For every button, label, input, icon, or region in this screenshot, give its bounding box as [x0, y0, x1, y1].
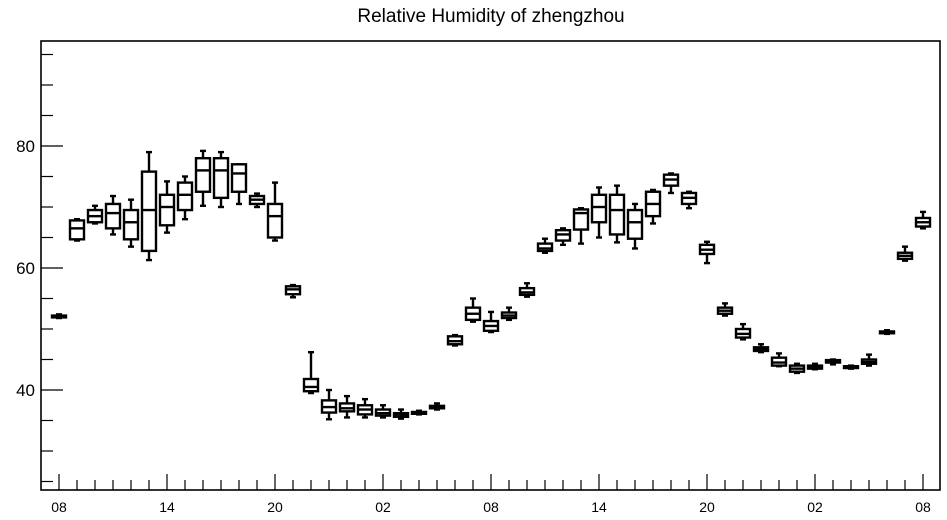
chart-title: Relative Humidity of zhengzhou	[357, 6, 624, 27]
box-item	[770, 352, 788, 368]
box-item	[176, 175, 194, 221]
x-tick-label: 08	[915, 499, 931, 515]
box-item	[716, 302, 734, 317]
x-tick-label: 14	[591, 499, 607, 515]
x-axis: 08 14 20 02 08 14 20 02 08	[51, 474, 931, 515]
box-body	[230, 163, 248, 193]
box-item	[158, 180, 176, 234]
box-item	[122, 198, 140, 248]
box-body	[158, 193, 176, 227]
box-body	[68, 219, 86, 241]
box-item	[788, 362, 806, 375]
x-tick-label: 02	[807, 499, 823, 515]
box-item	[806, 362, 824, 371]
box-body	[608, 193, 626, 236]
box-item	[842, 364, 860, 370]
box-item	[194, 149, 212, 207]
box-item	[68, 217, 86, 242]
box-item	[860, 353, 878, 367]
y-tick-label: 40	[16, 381, 35, 400]
box-item	[320, 388, 338, 421]
box-item	[464, 297, 482, 323]
box-item	[50, 313, 68, 320]
box-item	[752, 343, 770, 354]
box-item	[824, 358, 842, 366]
x-tick-label: 02	[375, 499, 391, 515]
box-body	[176, 181, 194, 212]
box-body	[194, 156, 212, 193]
plot-frame	[40, 40, 941, 491]
box-item	[104, 194, 122, 236]
box-item	[230, 163, 248, 206]
box-item	[698, 240, 716, 265]
box-item	[914, 210, 932, 230]
box-item	[428, 402, 446, 411]
box-item	[392, 408, 410, 420]
box-body	[590, 193, 608, 224]
box-item	[734, 322, 752, 341]
box-item	[302, 350, 320, 395]
box-item	[140, 150, 158, 262]
box-item	[500, 306, 518, 322]
box-item	[608, 184, 626, 244]
box-item	[536, 237, 554, 254]
box-item	[248, 192, 266, 209]
x-tick-label: 08	[51, 499, 67, 515]
box-body	[122, 208, 140, 241]
y-tick-label: 60	[16, 259, 35, 278]
box-body	[302, 377, 320, 393]
box-item	[518, 282, 536, 298]
x-tick-label: 14	[159, 499, 175, 515]
box-body	[572, 208, 590, 231]
box-item	[590, 186, 608, 239]
box-item	[482, 310, 500, 334]
x-tick-label: 20	[699, 499, 715, 515]
box-item	[374, 404, 392, 419]
box-item	[86, 204, 104, 225]
box-item	[896, 245, 914, 262]
box-item	[554, 227, 572, 247]
box-body	[626, 208, 644, 240]
box-item	[284, 283, 302, 299]
box-item	[644, 188, 662, 225]
box-item	[410, 409, 428, 416]
box-body	[266, 202, 284, 239]
x-tick-label: 20	[267, 499, 283, 515]
box-item	[572, 207, 590, 245]
box-item	[212, 150, 230, 209]
box-body	[536, 242, 554, 253]
box-item	[662, 172, 680, 195]
y-tick-label: 80	[16, 137, 35, 156]
box-item	[338, 394, 356, 419]
box-body	[140, 170, 158, 253]
box-body	[104, 202, 122, 230]
x-tick-label: 08	[483, 499, 499, 515]
box-item	[266, 181, 284, 242]
box-item	[680, 190, 698, 210]
box-item	[878, 329, 896, 336]
box-item	[446, 333, 464, 347]
y-axis: 40 60 80	[16, 53, 63, 483]
box-body	[212, 156, 230, 200]
box-item	[626, 202, 644, 250]
box-item	[356, 397, 374, 419]
box-series	[50, 149, 932, 421]
